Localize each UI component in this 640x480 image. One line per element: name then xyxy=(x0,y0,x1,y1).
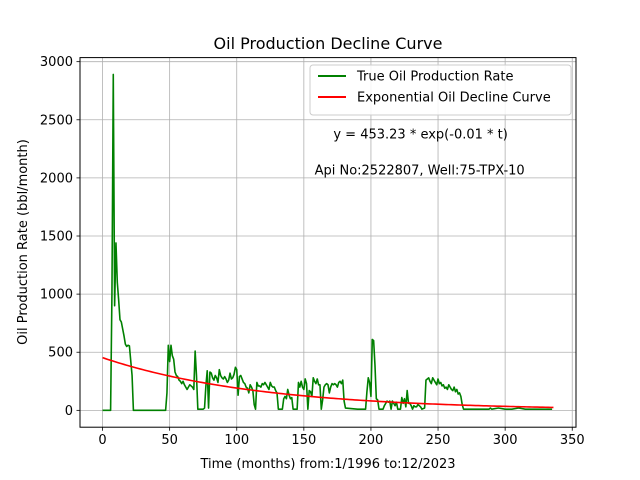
x-tick-label: 100 xyxy=(224,433,249,448)
x-axis-ticks: 0 50 100 150 200 250 300 350 xyxy=(98,427,585,448)
y-tick-label: 1500 xyxy=(40,230,73,245)
legend-label-true-rate: True Oil Production Rate xyxy=(356,70,513,85)
x-tick-label: 350 xyxy=(560,433,585,448)
well-annotation: Api No:2522807, Well:75-TPX-10 xyxy=(315,163,525,178)
series-layer xyxy=(102,73,554,412)
legend-box xyxy=(309,64,572,116)
equation-annotation: y = 453.23 * exp(-0.01 * t) xyxy=(333,127,507,142)
series-line-true-rate xyxy=(102,73,553,412)
grid xyxy=(80,57,576,428)
y-axis-ticks: 0 500 1000 1500 2000 2500 3000 xyxy=(40,55,80,419)
x-tick-label: 300 xyxy=(493,433,518,448)
x-tick-label: 250 xyxy=(426,433,451,448)
y-tick-label: 2500 xyxy=(40,113,73,128)
y-axis-label: Oil Production Rate (bbl/month) xyxy=(16,139,31,345)
y-tick-label: 2000 xyxy=(40,171,73,186)
y-tick-label: 0 xyxy=(65,404,73,419)
x-tick-label: 200 xyxy=(359,433,384,448)
legend: True Oil Production Rate Exponential Oil… xyxy=(309,64,572,116)
legend-label-exponential: Exponential Oil Decline Curve xyxy=(357,91,551,106)
x-tick-label: 0 xyxy=(98,433,106,448)
y-tick-label: 3000 xyxy=(40,55,73,70)
y-tick-label: 500 xyxy=(48,346,73,361)
x-axis-label: Time (months) from:1/1996 to:12/2023 xyxy=(199,457,455,472)
chart-title: Oil Production Decline Curve xyxy=(214,34,443,53)
x-tick-label: 150 xyxy=(291,433,316,448)
series-line-exponential xyxy=(102,356,554,409)
y-tick-label: 1000 xyxy=(40,288,73,303)
axes-frame xyxy=(79,57,577,428)
x-tick-label: 50 xyxy=(161,433,178,448)
